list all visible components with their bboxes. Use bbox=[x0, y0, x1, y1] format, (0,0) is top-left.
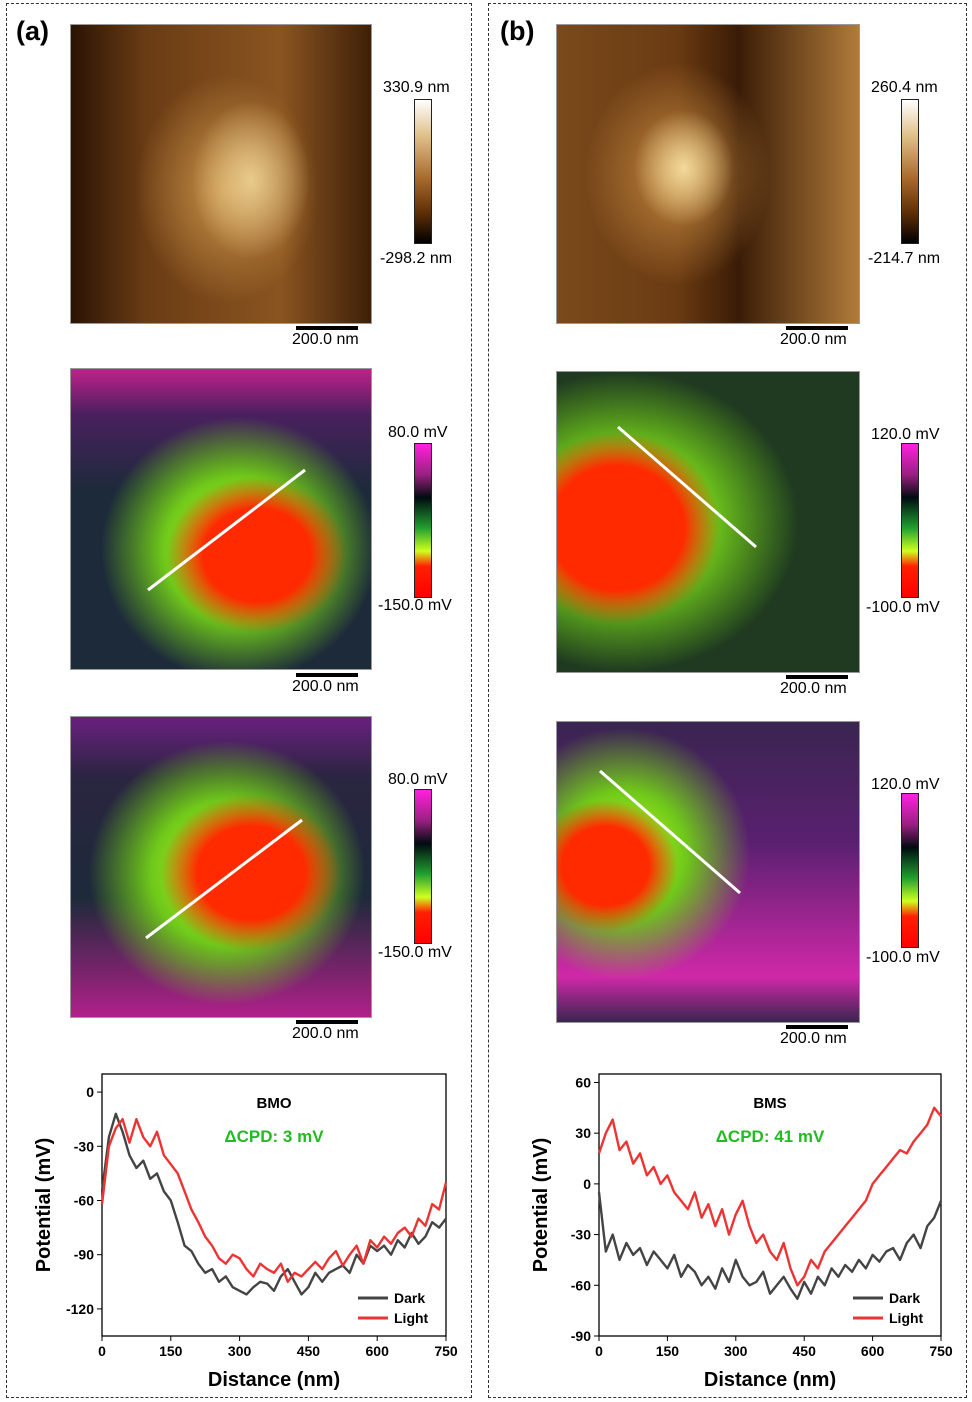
plot-frame bbox=[101, 1073, 447, 1337]
panel-a bbox=[6, 3, 472, 1398]
y-tick-label: -90 bbox=[571, 1328, 591, 1344]
potential-profile-chart-a: 0 150 300 450 600 750 0 -30 -60 -90 -120 Distance (… bbox=[33, 1073, 458, 1391]
scalebar bbox=[786, 675, 848, 679]
kpfm-light-map-b bbox=[556, 721, 860, 1023]
scalebar bbox=[786, 326, 848, 330]
colorbar-min-label: -150.0 mV bbox=[378, 944, 452, 961]
x-tick-label: 450 bbox=[793, 1343, 817, 1359]
colorbar-max-label: 260.4 nm bbox=[871, 79, 938, 96]
delta-cpd-annotation: ΔCPD: 3 mV bbox=[224, 1127, 324, 1146]
x-tick-label: 750 bbox=[434, 1343, 458, 1359]
kpfm-colorbar-b-light bbox=[901, 793, 919, 948]
scalebar-label: 200.0 nm bbox=[292, 331, 359, 348]
panel-a-label: (a) bbox=[16, 16, 49, 46]
legend-label: Light bbox=[889, 1310, 924, 1326]
x-tick-label: 300 bbox=[724, 1343, 748, 1359]
y-tick-label: -30 bbox=[74, 1138, 94, 1154]
kpfm-colorbar-a-dark bbox=[414, 443, 432, 598]
kpfm-colorbar-a-light bbox=[414, 789, 432, 944]
x-tick-label: 300 bbox=[228, 1343, 252, 1359]
x-tick-label: 600 bbox=[861, 1343, 885, 1359]
line-profile-marker bbox=[147, 468, 306, 592]
panel-b-label: (b) bbox=[500, 16, 535, 46]
kpfm-dark-map-a bbox=[70, 368, 372, 670]
topography-map-a bbox=[70, 24, 372, 324]
x-tick-label: 150 bbox=[159, 1343, 183, 1359]
colorbar-max-label: 80.0 mV bbox=[388, 424, 448, 441]
colorbar-max-label: 80.0 mV bbox=[388, 771, 448, 788]
scalebar bbox=[296, 326, 358, 330]
chart-title: BMS bbox=[753, 1095, 786, 1112]
colorbar-max-label: 120.0 mV bbox=[871, 776, 940, 793]
x-tick-label: 750 bbox=[929, 1343, 953, 1359]
scalebar bbox=[786, 1025, 848, 1029]
line-profile-marker bbox=[599, 769, 741, 895]
kpfm-dark-map-b bbox=[556, 371, 860, 673]
scalebar-label: 200.0 nm bbox=[780, 1030, 847, 1047]
scalebar-label: 200.0 nm bbox=[780, 680, 847, 697]
topography-colorbar-a bbox=[414, 99, 432, 244]
scalebar bbox=[296, 1020, 358, 1024]
colorbar-max-label: 330.9 nm bbox=[383, 79, 450, 96]
y-tick-label: 30 bbox=[575, 1125, 591, 1141]
scalebar-label: 200.0 nm bbox=[292, 678, 359, 695]
chart-title: BMO bbox=[257, 1095, 292, 1112]
series-line-dark bbox=[100, 1112, 447, 1296]
x-tick-label: 450 bbox=[297, 1343, 321, 1359]
scalebar-label: 200.0 nm bbox=[780, 331, 847, 348]
x-tick-label: 150 bbox=[656, 1343, 680, 1359]
y-axis-label: Potential (mV) bbox=[33, 1138, 55, 1272]
colorbar-min-label: -214.7 nm bbox=[868, 250, 941, 267]
plot-frame bbox=[598, 1073, 942, 1337]
scalebar bbox=[296, 673, 358, 677]
colorbar-max-label: 120.0 mV bbox=[871, 426, 940, 443]
y-tick-label: -120 bbox=[66, 1301, 94, 1317]
topography-map-b bbox=[556, 24, 860, 324]
colorbar-min-label: -100.0 mV bbox=[866, 949, 940, 966]
x-tick-label: 600 bbox=[366, 1343, 390, 1359]
colorbar-min-label: -150.0 mV bbox=[378, 597, 452, 614]
scalebar-label: 200.0 nm bbox=[292, 1025, 359, 1042]
x-axis-label: Distance (nm) bbox=[208, 1369, 340, 1391]
kpfm-light-map-a bbox=[70, 716, 372, 1018]
line-profile-marker bbox=[145, 818, 303, 940]
kpfm-colorbar-b-dark bbox=[901, 443, 919, 598]
y-tick-label: -60 bbox=[571, 1277, 591, 1293]
y-tick-label: -90 bbox=[74, 1247, 94, 1263]
x-tick-label: 0 bbox=[98, 1343, 106, 1359]
topography-colorbar-b bbox=[901, 99, 919, 244]
y-tick-label: -60 bbox=[74, 1192, 94, 1208]
x-tick-label: 0 bbox=[595, 1343, 603, 1359]
colorbar-min-label: -100.0 mV bbox=[866, 599, 940, 616]
series-line-light bbox=[100, 1118, 448, 1284]
delta-cpd-annotation: ΔCPD: 41 mV bbox=[716, 1127, 825, 1146]
y-tick-label: 0 bbox=[583, 1176, 591, 1192]
legend-label: Light bbox=[394, 1310, 429, 1326]
series-line-light bbox=[597, 1106, 942, 1287]
line-profile-marker bbox=[617, 425, 757, 549]
y-tick-label: 60 bbox=[575, 1074, 591, 1090]
y-axis-label: Potential (mV) bbox=[530, 1138, 552, 1272]
series-line-dark bbox=[597, 1192, 943, 1301]
panel-b bbox=[488, 3, 967, 1398]
legend-label: Dark bbox=[889, 1290, 920, 1306]
legend-label: Dark bbox=[394, 1290, 425, 1306]
y-tick-label: 0 bbox=[86, 1084, 94, 1100]
x-axis-label: Distance (nm) bbox=[704, 1369, 836, 1391]
colorbar-min-label: -298.2 nm bbox=[380, 250, 453, 267]
y-tick-label: -30 bbox=[571, 1227, 591, 1243]
